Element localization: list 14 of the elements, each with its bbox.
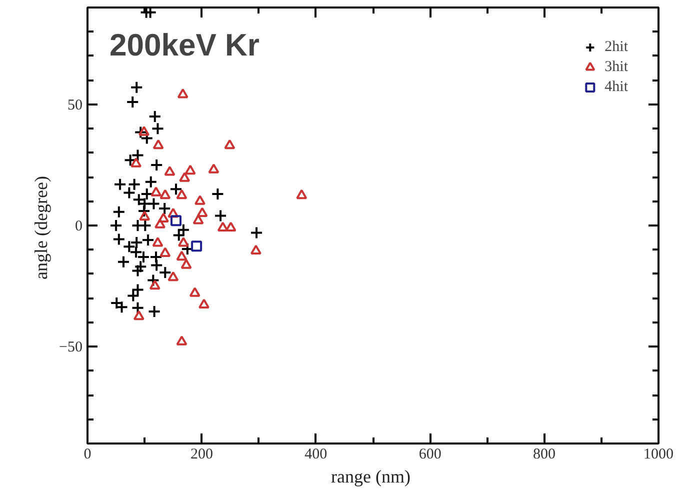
legend-label: 2hit	[604, 38, 628, 56]
x-tick-label: 200	[190, 446, 213, 462]
legend-label: 4hit	[604, 78, 628, 96]
y-tick-label: 50	[68, 97, 82, 114]
x-tick-label: 800	[533, 446, 556, 462]
x-tick-label: 1000	[644, 446, 674, 462]
x-tick-label: 400	[304, 446, 328, 462]
y-axis-title: angle (degree)	[31, 176, 52, 280]
legend-label: 3hit	[604, 58, 628, 76]
y-tick-label: 0	[75, 218, 82, 234]
y-tick-label: −50	[59, 340, 83, 356]
text: 200keV Kr	[110, 28, 260, 62]
x-tick-label: 600	[418, 446, 442, 462]
x-axis-title: range (nm)	[331, 466, 410, 486]
